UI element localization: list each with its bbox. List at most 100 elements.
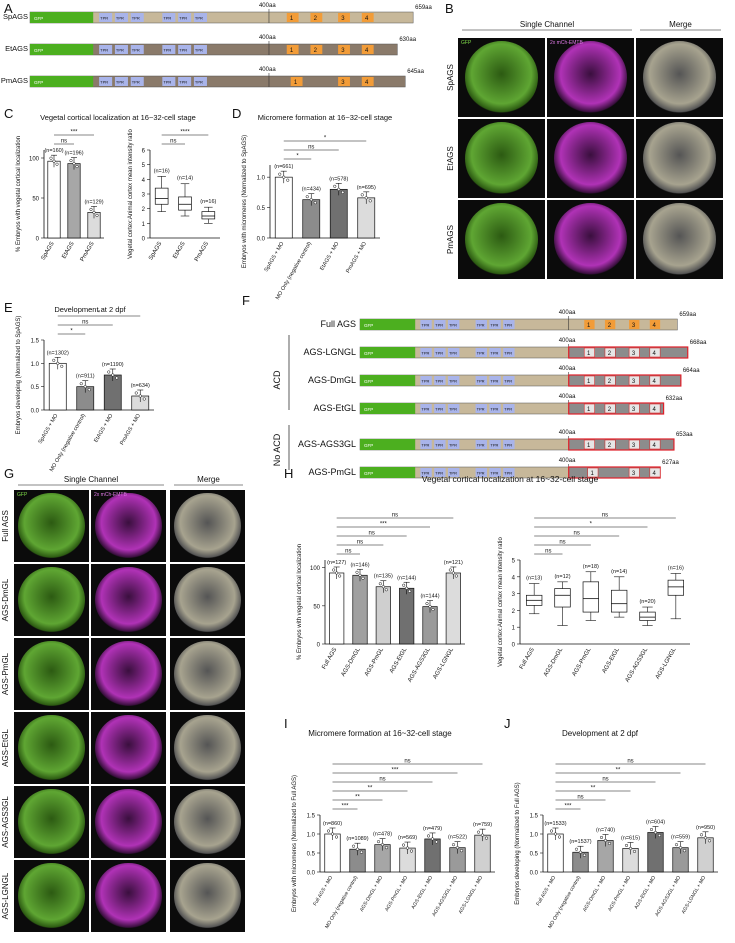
data-point (333, 184, 337, 188)
category-label: Full AGS (321, 647, 338, 671)
goloco-motif (628, 403, 640, 414)
embryo (554, 41, 627, 114)
tpr-domain (114, 77, 128, 86)
panel-h-bar-chart: 0 50 100 % Embryos with vegetal cortical lo… (297, 513, 465, 684)
goloco-motif (338, 45, 350, 54)
panel-h-title: Vegetal cortical localization at 16~32-c… (422, 474, 599, 484)
y-tick-label: 5 (142, 163, 146, 169)
bar (445, 572, 461, 645)
category-label: EtAGS (172, 241, 186, 260)
data-point (337, 187, 341, 191)
tpr-domain (420, 320, 432, 329)
tpr-domain (130, 77, 144, 86)
box (554, 588, 571, 608)
gfp-channel-image (14, 786, 89, 858)
tpr-label: TPR (116, 80, 124, 85)
goloco-motif (587, 467, 599, 478)
data-point (480, 833, 485, 837)
y-tick-label: 2 (142, 207, 146, 213)
construct-name: AGS-LGNGL (303, 347, 356, 357)
category-label: AGS-PmGL + MO (384, 875, 409, 913)
significance-label: ns (545, 549, 551, 555)
data-point (699, 833, 704, 837)
goloco-label: 2 (608, 323, 612, 329)
embryo (95, 788, 162, 856)
significance-label: *** (341, 804, 349, 810)
embryo (18, 862, 85, 930)
goloco-label: 1 (587, 407, 591, 413)
category-label: SpAGS (41, 241, 56, 261)
tpr-domain (503, 404, 515, 413)
tpr-domain (162, 13, 176, 22)
tpr-domain (99, 45, 113, 54)
bar (47, 160, 61, 239)
tpr-label: TPR (100, 48, 108, 53)
construct-name: EtAGS (5, 44, 28, 53)
category-label: SpAGS + MO (38, 412, 60, 445)
y-axis-label: Embryos with micromeres (Normalized to S… (242, 135, 248, 268)
tpr-label: TPR (449, 471, 457, 476)
swapped-gl-region (568, 438, 675, 451)
construct-name: SpAGS (3, 12, 28, 21)
gfp-domain (30, 12, 94, 23)
tpr-domain (503, 468, 515, 477)
gfp-channel-image (458, 200, 545, 279)
significance-label: ns (404, 759, 410, 765)
data-point (603, 838, 608, 843)
tpr-domain (434, 468, 446, 477)
tpr-label: TPR (100, 16, 108, 21)
construct-end-label: 659aa (679, 312, 696, 318)
tpr-domain (475, 320, 487, 329)
data-point (341, 190, 345, 194)
n-label: (n=16) (154, 168, 170, 174)
gfp-channel-image (14, 564, 89, 636)
data-point (657, 833, 662, 838)
y-tick-label: 3 (142, 193, 146, 199)
swapped-gl-region (568, 346, 689, 359)
embryo (174, 640, 241, 708)
n-label: (n=740) (596, 827, 615, 833)
mcherry-channel-image (91, 712, 166, 784)
data-point (599, 835, 604, 840)
mark-400aa-label: 400aa (559, 458, 576, 464)
data-point (707, 839, 712, 843)
construct-end-label: 659aa (415, 5, 432, 11)
n-label: (n=479) (423, 826, 442, 832)
n-label: (n=860) (323, 821, 342, 827)
embryo (465, 203, 538, 276)
n-label: (n=146) (350, 562, 369, 568)
y-tick-label: 1.0 (257, 176, 266, 182)
tpr-domain (130, 45, 144, 54)
data-point (431, 608, 435, 612)
goloco-label: 4 (653, 379, 657, 385)
tpr-label: TPR (195, 80, 203, 85)
bar (375, 586, 391, 645)
data-point (79, 382, 83, 386)
data-point (674, 843, 679, 847)
n-label: (n=1190) (102, 362, 124, 368)
goloco-motif (583, 439, 595, 450)
panel-letter-f: F (242, 293, 250, 308)
goloco-motif (338, 77, 350, 86)
gfp-label: GFP (364, 351, 373, 356)
n-label: (n=129) (84, 199, 103, 205)
n-label: (n=911) (76, 374, 95, 380)
n-label: (n=12) (554, 574, 570, 580)
gfp-domain (360, 467, 416, 478)
data-point (484, 836, 489, 840)
tpr-label: TPR (477, 471, 485, 476)
data-point (607, 841, 612, 846)
data-point (305, 195, 309, 199)
data-point (360, 193, 364, 197)
category-label: AGS-LGNGL (432, 646, 455, 680)
data-point (87, 388, 91, 392)
y-tick-label: 0 (317, 643, 321, 649)
data-point (52, 358, 56, 362)
data-point (376, 840, 381, 844)
tpr-label: TPR (421, 351, 429, 356)
tpr-label: TPR (132, 80, 140, 85)
construct-ags-dmgl: GFP TPR TPR TPR TPR TPR TPR 400aa 664aa 1 2 3 4 (359, 366, 700, 387)
n-label: (n=121) (444, 560, 463, 566)
goloco-motif (361, 45, 374, 54)
data-point (425, 602, 429, 606)
